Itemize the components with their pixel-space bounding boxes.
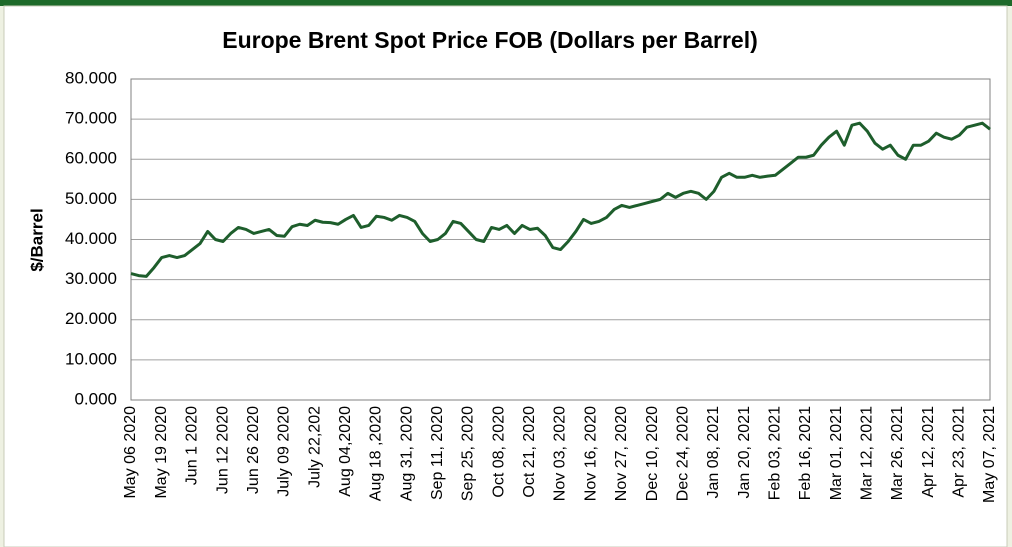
x-tick-label: Aug 31, 2020 — [398, 406, 415, 501]
x-tick-label: May 06 2020 — [122, 406, 139, 499]
x-tick-label: Mar 26, 2021 — [889, 406, 906, 500]
x-tick-label: Aug 04,2020 — [337, 406, 354, 497]
y-tick-label: 30.000 — [65, 269, 117, 288]
x-tick-label: May 07, 2021 — [981, 406, 998, 503]
y-tick-label: 50.000 — [65, 189, 117, 208]
x-tick-label: Dec 10, 2020 — [644, 406, 661, 501]
y-axis-label: $/Barrel — [27, 208, 46, 271]
y-tick-label: 10.000 — [65, 349, 117, 368]
x-tick-label: Oct 08, 2020 — [490, 406, 507, 498]
x-tick-label: May 19 2020 — [153, 406, 170, 499]
x-tick-label: Nov 27, 2020 — [613, 406, 630, 501]
y-tick-label: 0.000 — [74, 389, 117, 408]
top-bar — [0, 0, 1012, 6]
x-tick-label: Jan 08, 2021 — [705, 406, 722, 499]
y-tick-label: 60.000 — [65, 149, 117, 168]
x-tick-label: Mar 12, 2021 — [859, 406, 876, 500]
x-tick-label: July 09 2020 — [276, 406, 293, 497]
y-tick-label: 40.000 — [65, 229, 117, 248]
x-tick-label: Jan 20, 2021 — [736, 406, 753, 499]
x-tick-label: Feb 16, 2021 — [797, 406, 814, 500]
y-tick-label: 80.000 — [65, 68, 117, 87]
x-tick-label: Apr 12, 2021 — [920, 406, 937, 498]
x-tick-label: Sep 25, 2020 — [460, 406, 477, 501]
chart-area — [3, 5, 1008, 547]
chart-title: Europe Brent Spot Price FOB (Dollars per… — [222, 27, 758, 53]
y-tick-label: 70.000 — [65, 109, 117, 128]
x-tick-label: Jun 26 2020 — [245, 406, 262, 494]
plot-border — [130, 78, 991, 401]
x-tick-label: Apr 23, 2021 — [951, 406, 968, 498]
y-tick-label: 20.000 — [65, 309, 117, 328]
x-tick-label: Jun 1 2020 — [184, 406, 201, 485]
x-tick-label: Aug 18 ,2020 — [368, 406, 385, 501]
x-tick-label: Feb 03, 2021 — [766, 406, 783, 500]
x-tick-label: Nov 03, 2020 — [552, 406, 569, 501]
price-line — [130, 121, 991, 278]
x-tick-label: Jun 12 2020 — [214, 406, 231, 494]
x-tick-label: Nov 16, 2020 — [582, 406, 599, 501]
x-tick-label: Dec 24, 2020 — [674, 406, 691, 501]
x-tick-label: Sep 11, 2020 — [429, 406, 446, 500]
x-tick-label: July 22,202 — [306, 406, 323, 488]
x-tick-label: Oct 21, 2020 — [521, 406, 538, 498]
x-tick-label: Mar 01, 2021 — [828, 406, 845, 500]
